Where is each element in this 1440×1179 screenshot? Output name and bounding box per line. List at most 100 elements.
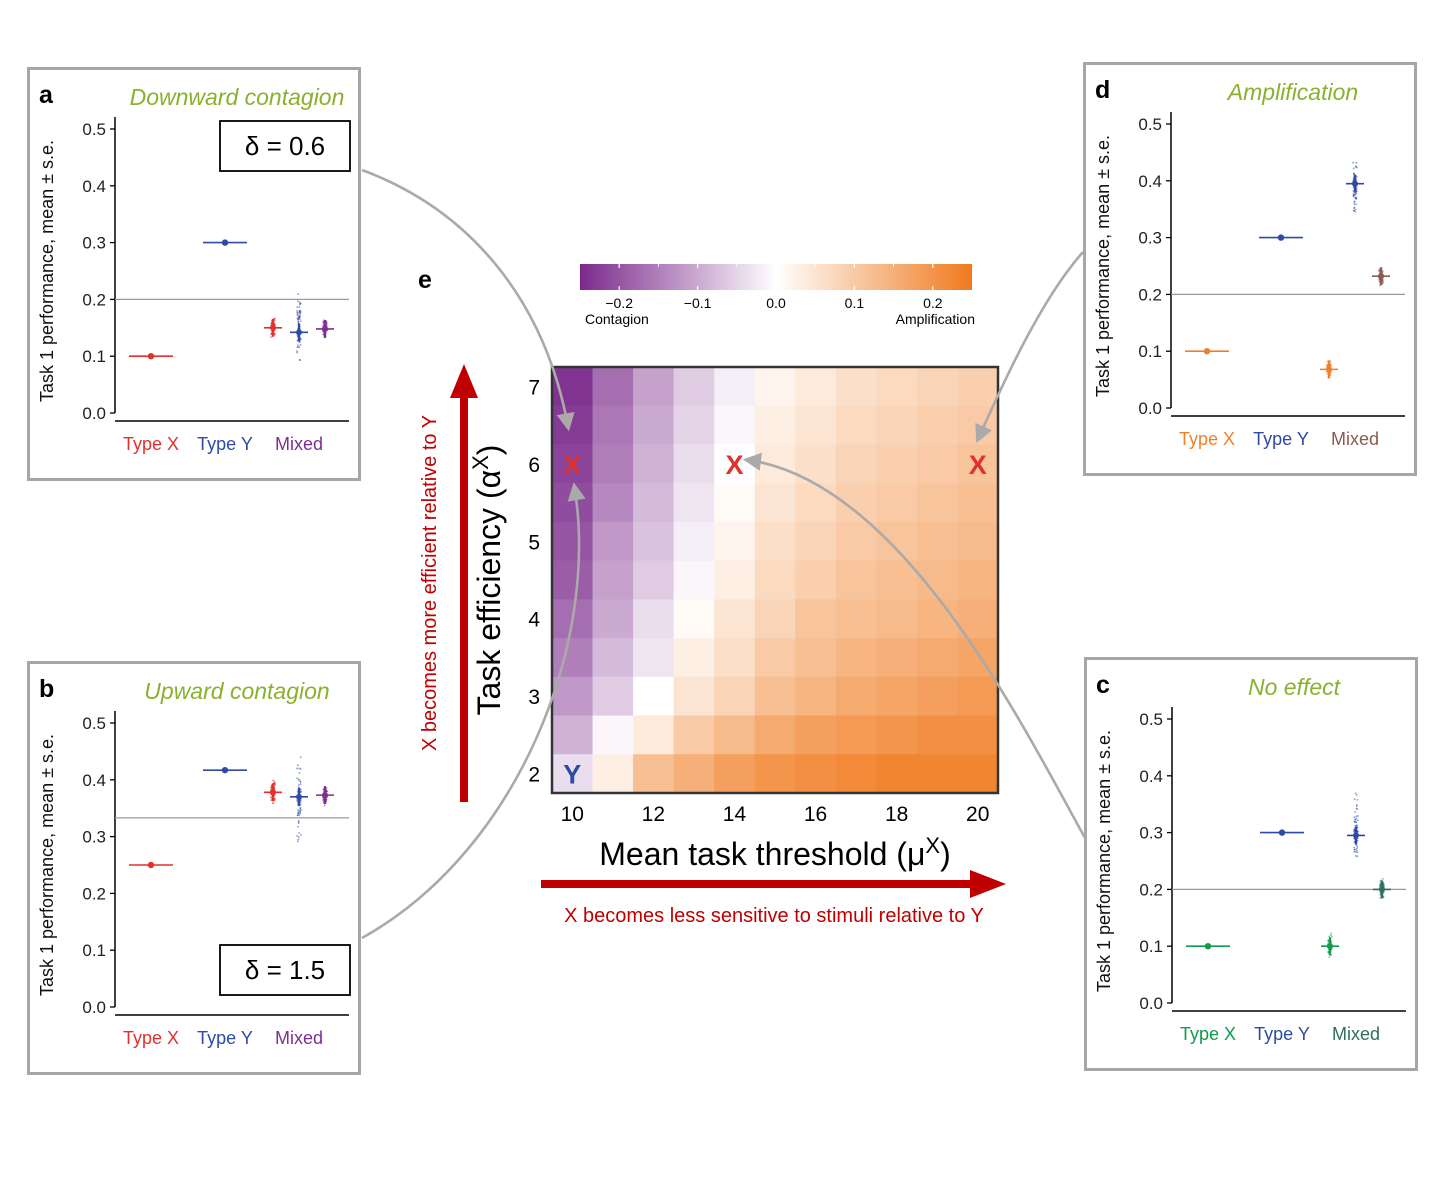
heatmap-cell: [754, 521, 796, 562]
heatmap-x-tick-label: 18: [885, 803, 908, 826]
delta-annotation: δ = 0.6: [245, 131, 325, 161]
heatmap-y-tick-label: 3: [528, 686, 540, 709]
data-point: [316, 786, 334, 807]
heatmap-cell: [916, 444, 959, 484]
heatmap-cell: [835, 676, 877, 717]
heatmap-cell: [754, 560, 796, 600]
efficiency-arrow-head: [450, 364, 478, 398]
y-tick-label: 0.5: [1139, 710, 1163, 729]
category-label: Mixed: [275, 434, 323, 454]
delta-annotation-box: [219, 944, 351, 996]
heatmap-cell: [835, 405, 877, 446]
heatmap-cell: [633, 676, 675, 717]
y-tick-label: 0.0: [1138, 399, 1162, 418]
y-tick-label: 0.3: [82, 828, 106, 847]
heatmap-cell: [876, 444, 918, 484]
heatmap-cell: [957, 599, 999, 639]
y-axis-label: Task 1 performance, mean ± s.e.: [37, 734, 57, 996]
category-label: Type Y: [1254, 1024, 1310, 1044]
data-point: [1373, 877, 1391, 899]
heatmap-cell: [876, 405, 918, 446]
colorbar: [580, 264, 972, 290]
colorbar-left-label: Contagion: [585, 311, 649, 327]
panel-e: 10 12 14 16 18 20 2 3 4 5 6 7 Mean task threshold (μ…: [418, 264, 1006, 927]
panel-a: 0.0 0.1 0.2 0.3 0.4 0.5 Task 1 performance, me…: [27, 67, 361, 481]
heatmap-cell: [552, 560, 594, 600]
panel-title: Amplification: [1226, 79, 1358, 105]
heatmap-cell: [633, 638, 675, 678]
y-tick-label: 0.4: [1139, 767, 1163, 786]
panel-label: b: [39, 675, 54, 703]
heatmap-cell: [714, 676, 756, 717]
heatmap-cell: [916, 367, 959, 407]
heatmap-cell: [795, 521, 837, 562]
heatmap-cell: [916, 405, 959, 446]
data-point: [1372, 267, 1390, 287]
heatmap-cell: [876, 560, 918, 600]
heatmap-cell: [916, 715, 959, 755]
heatmap-cell: [552, 638, 594, 678]
heatmap-cell: [916, 483, 959, 523]
heatmap-cell: [592, 560, 634, 600]
heatmap-cell: [552, 405, 594, 446]
heatmap-y-tick-label: 5: [528, 531, 540, 554]
heatmap-y-tick-label: 4: [528, 609, 540, 632]
heatmap-cell: [957, 715, 999, 755]
heatmap-cell: [876, 367, 918, 407]
heatmap-cell: [673, 444, 715, 484]
heatmap-cell: [957, 367, 999, 407]
sensitivity-arrow-label: X becomes less sensitive to stimuli rela…: [564, 905, 984, 927]
data-point: [1186, 943, 1230, 950]
heatmap-cell: [835, 521, 877, 562]
heatmap-x-tick-label: 14: [723, 803, 747, 826]
colorbar-right-label: Amplification: [896, 311, 975, 327]
heatmap-cell: [592, 521, 634, 562]
heatmap-cell: [592, 444, 634, 484]
heatmap-cell: [795, 676, 837, 717]
panel-title: Upward contagion: [144, 678, 329, 704]
heatmap-cell: [592, 754, 634, 794]
data-point: [1260, 829, 1304, 836]
heatmap-cell: [552, 367, 594, 407]
y-tick-label: 0.1: [1138, 342, 1162, 361]
category-label: Type X: [123, 1028, 179, 1048]
category-label: Type X: [123, 434, 179, 454]
heatmap-cell: [633, 560, 675, 600]
heatmap-cell: [795, 638, 837, 678]
heatmap-cell: [795, 444, 837, 484]
heatmap-cell: [633, 444, 675, 484]
heatmap-cell: [714, 367, 756, 407]
data-point: [1185, 348, 1229, 355]
heatmap-cell: [876, 521, 918, 562]
heatmap-cell: [835, 599, 877, 639]
heatmap-marker: X: [563, 450, 581, 480]
heatmap-cell: [714, 521, 756, 562]
heatmap-cell: [795, 483, 837, 523]
heatmap-cell: [754, 405, 796, 446]
panel-label: e: [418, 266, 432, 294]
heatmap-cell: [957, 676, 999, 717]
heatmap-cell: [673, 405, 715, 446]
heatmap-cell: [795, 754, 837, 794]
heatmap-cell: [754, 367, 796, 407]
y-tick-label: 0.1: [82, 347, 106, 366]
heatmap-cell: [835, 367, 877, 407]
category-label: Mixed: [1331, 429, 1379, 449]
category-label: Mixed: [1332, 1024, 1380, 1044]
heatmap-cell: [714, 483, 756, 523]
panel-title: Downward contagion: [130, 84, 345, 110]
heatmap-cell: [592, 599, 634, 639]
panel-label: c: [1096, 671, 1110, 699]
heatmap-cell: [552, 483, 594, 523]
colorbar-tick-label: −0.1: [684, 295, 712, 311]
heatmap-cell: [957, 560, 999, 600]
category-label: Type X: [1179, 429, 1235, 449]
y-tick-label: 0.2: [1138, 285, 1162, 304]
heatmap-cell: [633, 367, 675, 407]
heatmap-cell: [876, 715, 918, 755]
panel-label: d: [1095, 76, 1110, 104]
heatmap-cell: [835, 444, 877, 484]
heatmap-cell: [633, 754, 675, 794]
heatmap-cell: [795, 367, 837, 407]
heatmap-cell: [633, 483, 675, 523]
